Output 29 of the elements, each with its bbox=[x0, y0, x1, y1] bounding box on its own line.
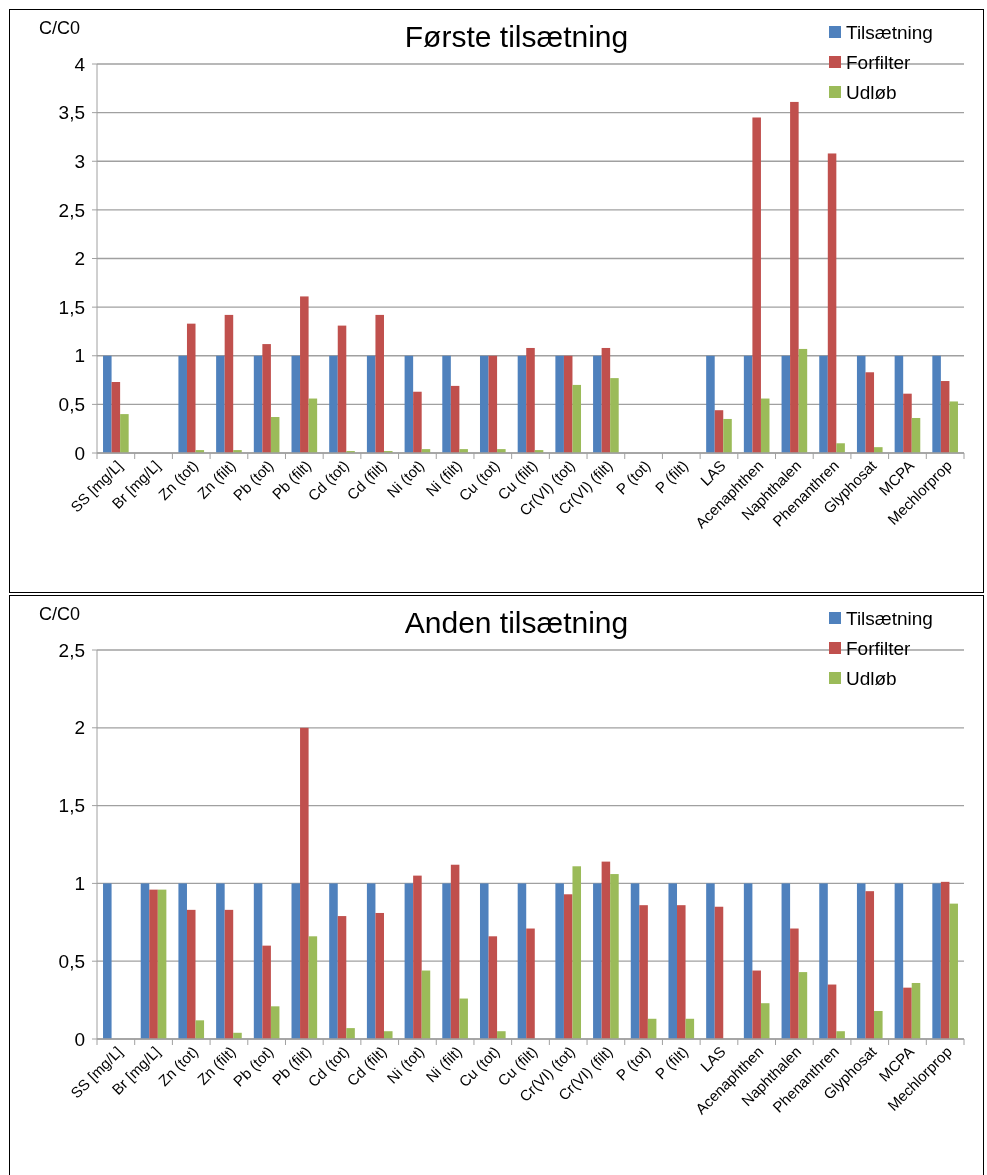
y-axis-title: C/C0 bbox=[39, 18, 81, 38]
y-tick-label: 1,5 bbox=[58, 296, 85, 318]
x-tick-label: P (filt) bbox=[651, 456, 692, 497]
y-tick-label: 4 bbox=[74, 53, 86, 75]
y-tick-label: 0 bbox=[74, 442, 85, 464]
legend-label: Forfilter bbox=[846, 637, 912, 659]
y-tick-label: 1,5 bbox=[58, 795, 85, 817]
y-tick-label: 3 bbox=[74, 150, 85, 172]
y-tick-label: 1 bbox=[74, 873, 85, 895]
y-tick-label: 0,5 bbox=[58, 394, 85, 416]
y-tick-label: 0,5 bbox=[58, 950, 85, 972]
y-tick-label: 2 bbox=[74, 717, 85, 739]
legend-label: Udløb bbox=[846, 81, 897, 103]
y-tick-label: 2,5 bbox=[58, 199, 85, 221]
y-tick-label: 1 bbox=[74, 345, 85, 367]
x-tick-label: P (filt) bbox=[651, 1042, 692, 1083]
y-axis-title: C/C0 bbox=[39, 604, 81, 624]
legend-label: Tilsætning bbox=[846, 607, 933, 629]
legend-label: Udløb bbox=[846, 667, 897, 689]
chart-title: Anden tilsætning bbox=[404, 606, 629, 639]
x-tick-label: P (tot) bbox=[612, 456, 654, 498]
y-tick-label: 2,5 bbox=[58, 639, 85, 661]
y-tick-label: 0 bbox=[74, 1028, 85, 1050]
chart-title: Første tilsætning bbox=[404, 20, 629, 53]
legend-label: Tilsætning bbox=[846, 21, 933, 43]
legend-label: Forfilter bbox=[846, 51, 912, 73]
x-tick-label: P (tot) bbox=[612, 1042, 654, 1084]
y-tick-label: 3,5 bbox=[58, 102, 85, 124]
y-tick-label: 2 bbox=[74, 248, 85, 270]
